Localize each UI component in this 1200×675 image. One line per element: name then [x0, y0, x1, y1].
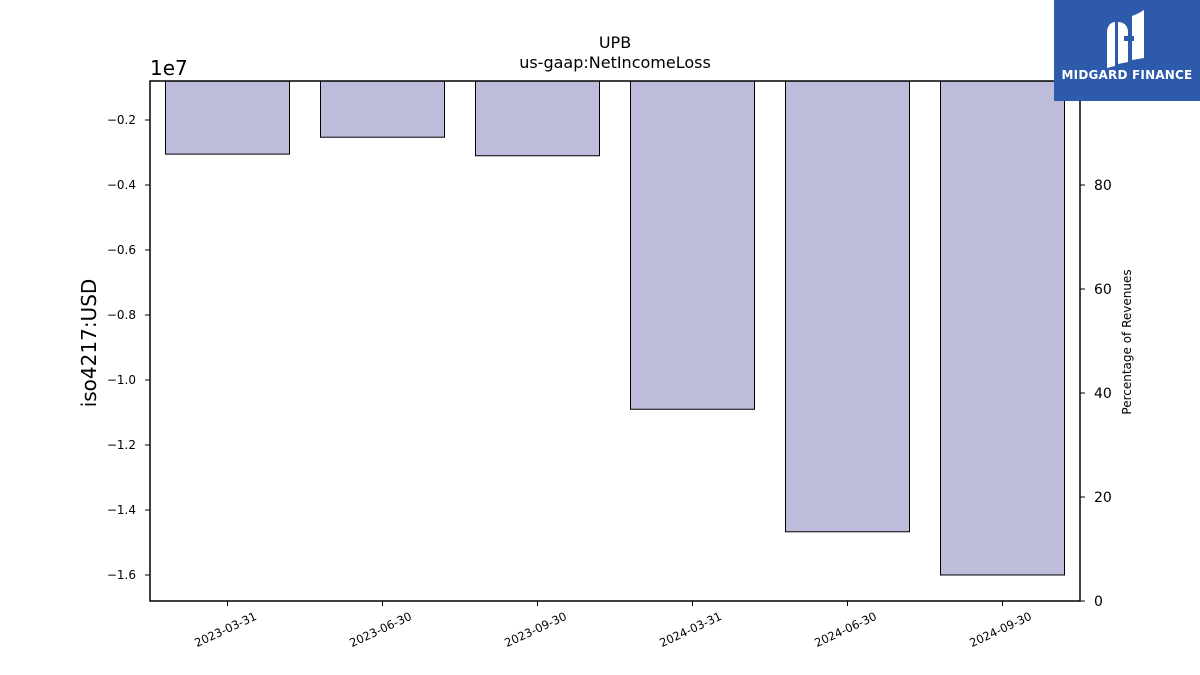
y2-tick-label: 60 [1094, 282, 1112, 298]
y-tick-label: −1.6 [107, 568, 136, 582]
x-tick-label-2023-03-31: 2023-03-31 [192, 609, 258, 650]
y-tick-label: −0.2 [107, 113, 136, 127]
x-tick-label-2023-06-30: 2023-06-30 [347, 609, 413, 650]
chart-title: UPB [599, 33, 631, 52]
y-tick-label: −0.4 [107, 178, 136, 192]
y2-tick-label: 0 [1094, 594, 1103, 610]
y-tick-label: −1.0 [107, 373, 136, 387]
x-tick-label-2024-09-30: 2024-09-30 [967, 609, 1033, 650]
midgard-logo-icon [1107, 10, 1144, 68]
bar-2023-06-30 [320, 80, 445, 138]
y2-tick-label: 80 [1094, 178, 1112, 194]
bar-2023-09-30 [475, 80, 600, 157]
bar-2024-03-31 [630, 80, 755, 410]
x-tick-label-2024-06-30: 2024-06-30 [812, 609, 878, 650]
y2-tick-label: 40 [1094, 386, 1112, 402]
plot-frame [149, 80, 1081, 602]
y2-axis-label: Percentage of Revenues [1120, 269, 1134, 414]
y-axis-label: iso4217:USD [77, 279, 101, 408]
y-tick-label: −0.8 [107, 308, 136, 322]
y-tick-label: −0.6 [107, 243, 136, 257]
bar-2023-03-31 [165, 80, 290, 155]
x-tick-label-2023-09-30: 2023-09-30 [502, 609, 568, 650]
y2-tick-label: 20 [1094, 490, 1112, 506]
midgard-finance-logo: MIDGARD FINANCE [1054, 0, 1200, 101]
bar-2024-06-30 [785, 80, 910, 533]
y-tick-label: −1.4 [107, 503, 136, 517]
logo-brand-text: MIDGARD FINANCE [1061, 68, 1193, 82]
chart-subtitle: us-gaap:NetIncomeLoss [519, 53, 711, 72]
x-tick-label-2024-03-31: 2024-03-31 [657, 609, 723, 650]
y-tick-label: −1.2 [107, 438, 136, 452]
y-axis-offset-label: 1e7 [150, 56, 188, 80]
bar-2024-09-30 [940, 80, 1065, 576]
